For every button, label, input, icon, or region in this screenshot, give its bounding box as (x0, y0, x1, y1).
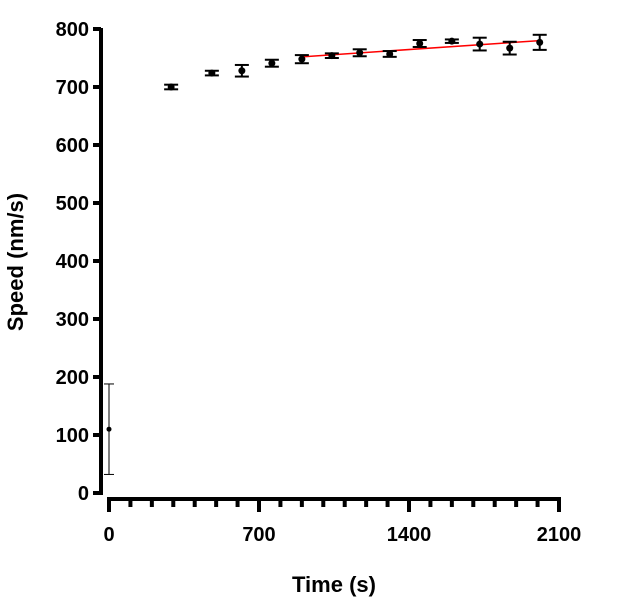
y-tick-label: 100 (56, 425, 89, 447)
data-point (328, 52, 336, 60)
y-tick-label: 200 (56, 367, 89, 389)
data-point (298, 55, 306, 63)
data-point (106, 426, 112, 432)
data-point (208, 69, 216, 77)
data-marks (104, 33, 547, 475)
y-axis-label: Speed (nm/s) (3, 193, 28, 331)
y-tick-label: 0 (78, 483, 89, 505)
x-tick-label: 700 (242, 524, 275, 546)
fit-line (301, 39, 540, 58)
data-point (448, 37, 456, 45)
x-tick-label: 2100 (537, 524, 582, 546)
data-point (506, 44, 514, 52)
axes: 0 100 200 300 400 500 600 700 800 0 700 1400 2100 (56, 19, 582, 546)
y-tick-label: 800 (56, 19, 89, 41)
data-point (268, 59, 276, 67)
data-point (356, 49, 364, 57)
y-tick-label: 300 (56, 309, 89, 331)
x-tick-label: 0 (103, 524, 114, 546)
data-point (386, 50, 394, 58)
data-point (536, 38, 544, 46)
data-point (476, 40, 484, 48)
x-axis-label: Time (s) (292, 572, 376, 597)
x-tick-label: 1400 (387, 524, 432, 546)
data-point (167, 83, 175, 91)
y-tick-label: 600 (56, 135, 89, 157)
data-point (238, 67, 246, 75)
data-point (416, 40, 424, 47)
y-tick-label: 400 (56, 251, 89, 273)
y-tick-label: 500 (56, 193, 89, 215)
y-tick-label: 700 (56, 77, 89, 99)
